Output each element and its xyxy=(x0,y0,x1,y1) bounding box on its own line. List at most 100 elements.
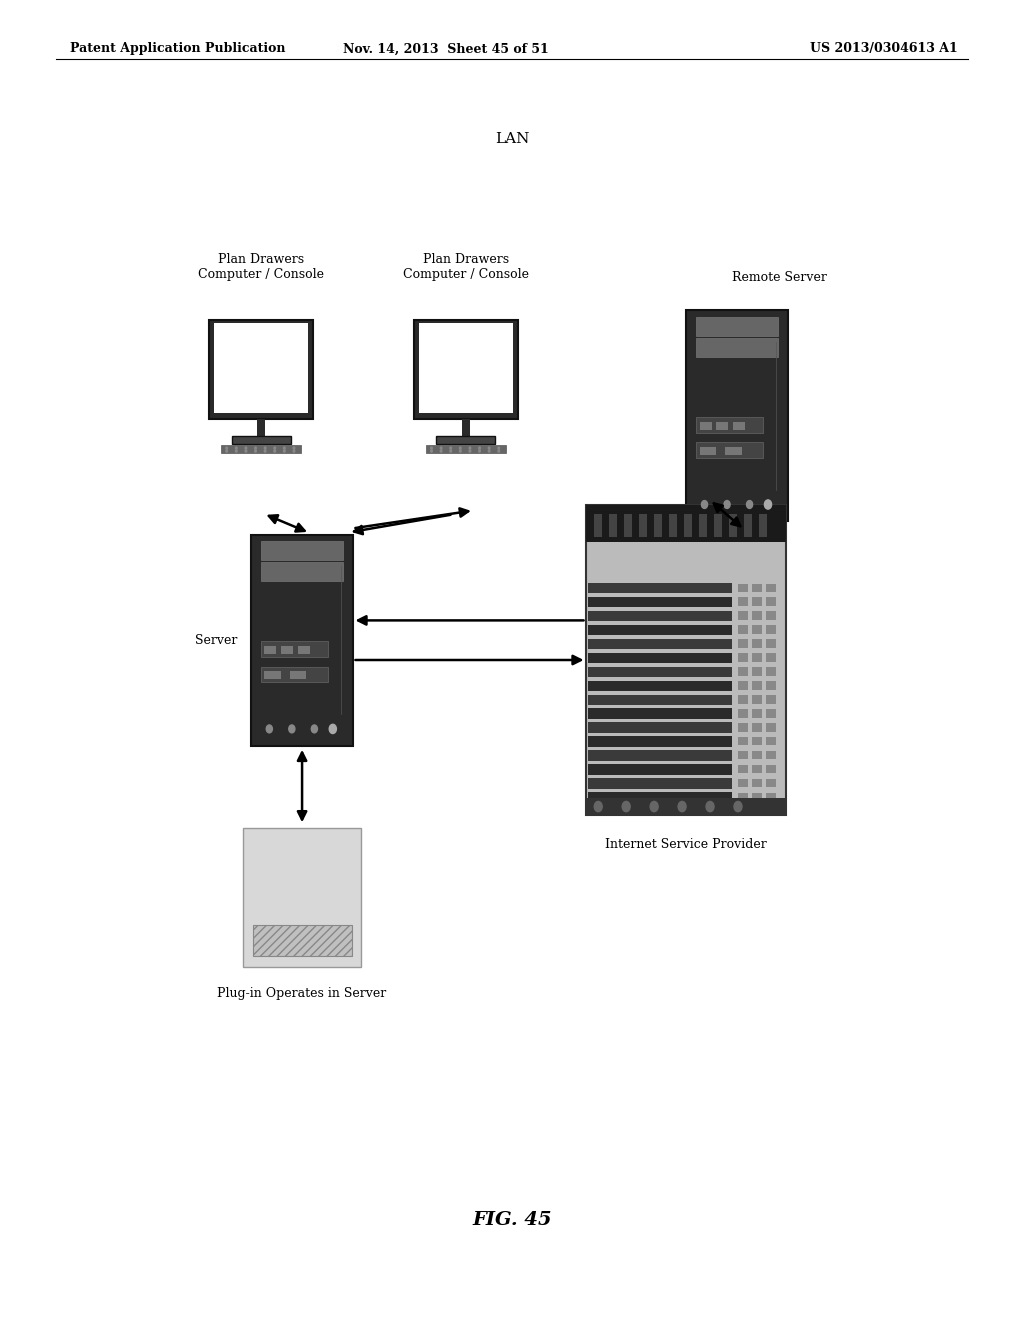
Circle shape xyxy=(478,447,480,449)
Bar xyxy=(699,421,712,429)
Bar xyxy=(766,653,775,661)
Circle shape xyxy=(701,500,708,508)
Circle shape xyxy=(678,801,686,812)
Text: Patent Application Publication: Patent Application Publication xyxy=(70,42,285,55)
Text: Nov. 14, 2013  Sheet 45 of 51: Nov. 14, 2013 Sheet 45 of 51 xyxy=(343,42,548,55)
Circle shape xyxy=(450,450,452,453)
Text: Plan Drawers
Computer / Console: Plan Drawers Computer / Console xyxy=(402,253,529,281)
Circle shape xyxy=(469,450,471,453)
Bar xyxy=(588,597,732,607)
Bar xyxy=(752,611,762,620)
Bar xyxy=(686,310,788,521)
Bar xyxy=(752,668,762,676)
Bar xyxy=(766,751,775,759)
Bar xyxy=(738,611,748,620)
Bar xyxy=(752,696,762,704)
Bar xyxy=(752,723,762,731)
Bar xyxy=(462,418,470,436)
Bar xyxy=(209,321,313,420)
Bar xyxy=(588,667,732,677)
Circle shape xyxy=(650,801,658,812)
Bar xyxy=(752,793,762,801)
Bar xyxy=(759,515,767,536)
Bar xyxy=(766,793,775,801)
Circle shape xyxy=(469,447,471,449)
Bar xyxy=(766,709,775,718)
Bar xyxy=(752,598,762,606)
Bar xyxy=(264,645,276,653)
Bar xyxy=(609,515,617,536)
Bar xyxy=(654,515,663,536)
Bar xyxy=(766,723,775,731)
Bar xyxy=(586,799,786,814)
Circle shape xyxy=(264,450,266,453)
Bar xyxy=(436,436,496,444)
Bar xyxy=(588,779,732,789)
Bar xyxy=(221,445,301,453)
Bar xyxy=(766,737,775,746)
Bar xyxy=(290,672,306,680)
Circle shape xyxy=(498,447,500,449)
Bar xyxy=(738,793,748,801)
Circle shape xyxy=(284,450,285,453)
Circle shape xyxy=(273,450,275,453)
Text: US 2013/0304613 A1: US 2013/0304613 A1 xyxy=(810,42,957,55)
Bar xyxy=(588,722,732,733)
Bar xyxy=(696,338,778,356)
Bar xyxy=(214,323,308,413)
Bar xyxy=(766,668,775,676)
Bar xyxy=(738,766,748,774)
Circle shape xyxy=(236,447,238,449)
Bar xyxy=(738,751,748,759)
Circle shape xyxy=(450,447,452,449)
Text: Plan Drawers
Computer / Console: Plan Drawers Computer / Console xyxy=(198,253,325,281)
Bar xyxy=(766,696,775,704)
Bar xyxy=(625,515,632,536)
Circle shape xyxy=(289,725,295,733)
Bar xyxy=(696,442,763,458)
Bar xyxy=(588,792,732,803)
Circle shape xyxy=(293,447,295,449)
Circle shape xyxy=(255,447,256,449)
Text: Plug-in Operates in Server: Plug-in Operates in Server xyxy=(217,987,387,1001)
Bar xyxy=(257,418,265,436)
Bar xyxy=(588,681,732,692)
Bar xyxy=(752,639,762,648)
Circle shape xyxy=(264,447,266,449)
Bar xyxy=(752,583,762,591)
Circle shape xyxy=(440,450,442,453)
Bar xyxy=(744,515,752,536)
Bar xyxy=(729,515,737,536)
Bar xyxy=(588,583,732,593)
Bar xyxy=(738,737,748,746)
Bar xyxy=(752,709,762,718)
Circle shape xyxy=(707,801,714,812)
Bar xyxy=(738,709,748,718)
Bar xyxy=(586,506,786,543)
Bar xyxy=(738,723,748,731)
Circle shape xyxy=(236,450,238,453)
Circle shape xyxy=(431,447,432,449)
Bar xyxy=(766,583,775,591)
Circle shape xyxy=(311,725,317,733)
Bar xyxy=(766,639,775,648)
Text: FIG. 45: FIG. 45 xyxy=(472,1210,552,1229)
Circle shape xyxy=(431,450,432,453)
Circle shape xyxy=(226,447,227,449)
Circle shape xyxy=(734,801,742,812)
Bar xyxy=(752,681,762,689)
Circle shape xyxy=(478,450,480,453)
Bar xyxy=(738,598,748,606)
Bar xyxy=(261,667,328,682)
Bar xyxy=(752,653,762,661)
Bar xyxy=(733,421,744,429)
Bar xyxy=(738,626,748,634)
Bar xyxy=(766,611,775,620)
Bar xyxy=(714,515,722,536)
Circle shape xyxy=(498,450,500,453)
Bar xyxy=(738,668,748,676)
Bar xyxy=(639,515,647,536)
Bar xyxy=(696,317,778,335)
Bar xyxy=(699,515,707,536)
Bar xyxy=(588,624,732,635)
